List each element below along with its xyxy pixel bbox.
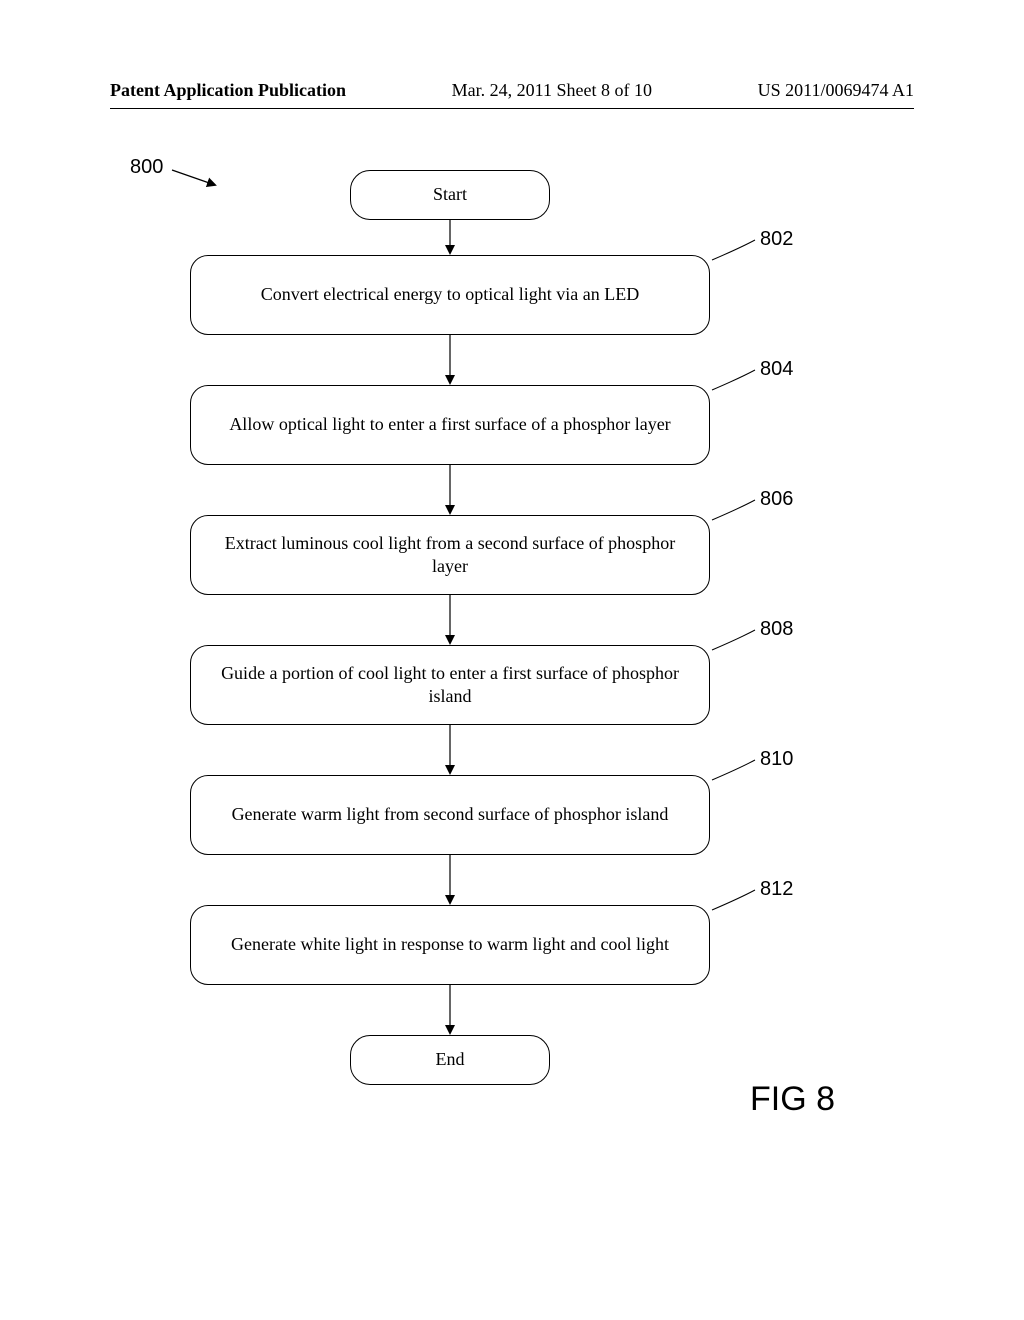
ref-802: 802 <box>760 228 793 251</box>
end-text: End <box>436 1048 465 1071</box>
flowchart-canvas: 800 Start Convert electrical energy to o… <box>0 150 1024 1270</box>
start-box: Start <box>350 170 550 220</box>
ref-804: 804 <box>760 358 793 381</box>
step-812-box: Generate white light in response to warm… <box>190 905 710 985</box>
step-810-box: Generate warm light from second surface … <box>190 775 710 855</box>
step-808-text: Guide a portion of cool light to enter a… <box>209 662 691 709</box>
step-802-text: Convert electrical energy to optical lig… <box>261 283 640 306</box>
header-rule <box>110 108 914 109</box>
step-804-box: Allow optical light to enter a first sur… <box>190 385 710 465</box>
step-810-text: Generate warm light from second surface … <box>232 803 669 826</box>
step-804-text: Allow optical light to enter a first sur… <box>229 413 670 436</box>
ref-800-text: 800 <box>130 156 163 178</box>
page-header: Patent Application Publication Mar. 24, … <box>110 80 914 101</box>
ref-810: 810 <box>760 748 793 771</box>
step-812-text: Generate white light in response to warm… <box>231 933 669 956</box>
header-center: Mar. 24, 2011 Sheet 8 of 10 <box>452 80 652 101</box>
step-808-box: Guide a portion of cool light to enter a… <box>190 645 710 725</box>
step-806-text: Extract luminous cool light from a secon… <box>209 532 691 579</box>
header-left: Patent Application Publication <box>110 80 346 101</box>
header-right: US 2011/0069474 A1 <box>758 80 914 101</box>
page: Patent Application Publication Mar. 24, … <box>0 0 1024 1320</box>
ref-812: 812 <box>760 878 793 901</box>
end-box: End <box>350 1035 550 1085</box>
figure-label: FIG 8 <box>750 1080 835 1119</box>
start-text: Start <box>433 183 467 206</box>
step-802-box: Convert electrical energy to optical lig… <box>190 255 710 335</box>
ref-806: 806 <box>760 488 793 511</box>
step-806-box: Extract luminous cool light from a secon… <box>190 515 710 595</box>
ref-808: 808 <box>760 618 793 641</box>
ref-800-label: 800 <box>130 156 163 179</box>
